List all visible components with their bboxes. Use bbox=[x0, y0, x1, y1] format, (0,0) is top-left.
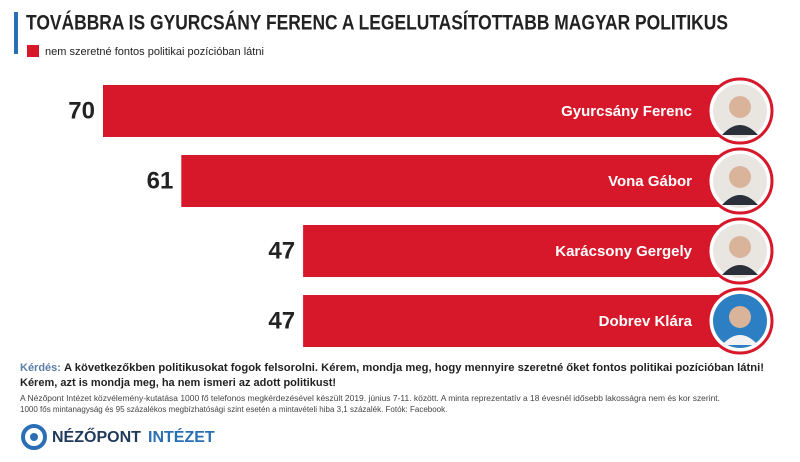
category-label: Karácsony Gergely bbox=[555, 243, 692, 260]
bar bbox=[103, 85, 742, 137]
photo-body bbox=[722, 195, 758, 205]
note: 1000 fős mintanagyság és 95 százalékos m… bbox=[20, 405, 447, 414]
photo-body bbox=[722, 335, 758, 345]
title-accent bbox=[14, 12, 18, 54]
photo-face bbox=[729, 236, 751, 258]
chart-title: TOVÁBBRA IS GYURCSÁNY FERENC A LEGELUTAS… bbox=[26, 12, 728, 35]
photo-face bbox=[729, 96, 751, 118]
logo-icon bbox=[21, 424, 47, 450]
logo-main: NÉZŐPONT bbox=[52, 427, 141, 446]
photo-body bbox=[722, 265, 758, 275]
photo-face bbox=[729, 306, 751, 328]
question: Kérem, azt is mondja meg, ha nem ismeri … bbox=[20, 377, 336, 389]
question: A következőkben politikusokat fogok fels… bbox=[64, 362, 764, 374]
category-label: Gyurcsány Ferenc bbox=[561, 103, 692, 120]
photo-body bbox=[722, 125, 758, 135]
value-label: 47 bbox=[268, 307, 295, 334]
bars: 70 Gyurcsány Ferenc 61 Vona Gábor 47 Karácson… bbox=[68, 77, 774, 355]
bar bbox=[181, 155, 743, 207]
note: A Nézőpont Intézet közvélemény-kutatása … bbox=[20, 394, 720, 403]
value-label: 61 bbox=[147, 167, 174, 194]
legend-label: nem szeretné fontos politikai pozícióban… bbox=[45, 46, 264, 58]
value-label: 47 bbox=[268, 237, 295, 264]
category-label: Vona Gábor bbox=[608, 173, 692, 190]
question-label: Kérdés: bbox=[20, 362, 61, 374]
category-label: Dobrev Klára bbox=[599, 313, 693, 330]
bar bbox=[303, 295, 742, 347]
photo-face bbox=[729, 166, 751, 188]
value-label: 70 bbox=[68, 97, 95, 124]
bar bbox=[303, 225, 742, 277]
legend-swatch bbox=[27, 45, 39, 57]
logo-sub: INTÉZET bbox=[148, 427, 215, 446]
